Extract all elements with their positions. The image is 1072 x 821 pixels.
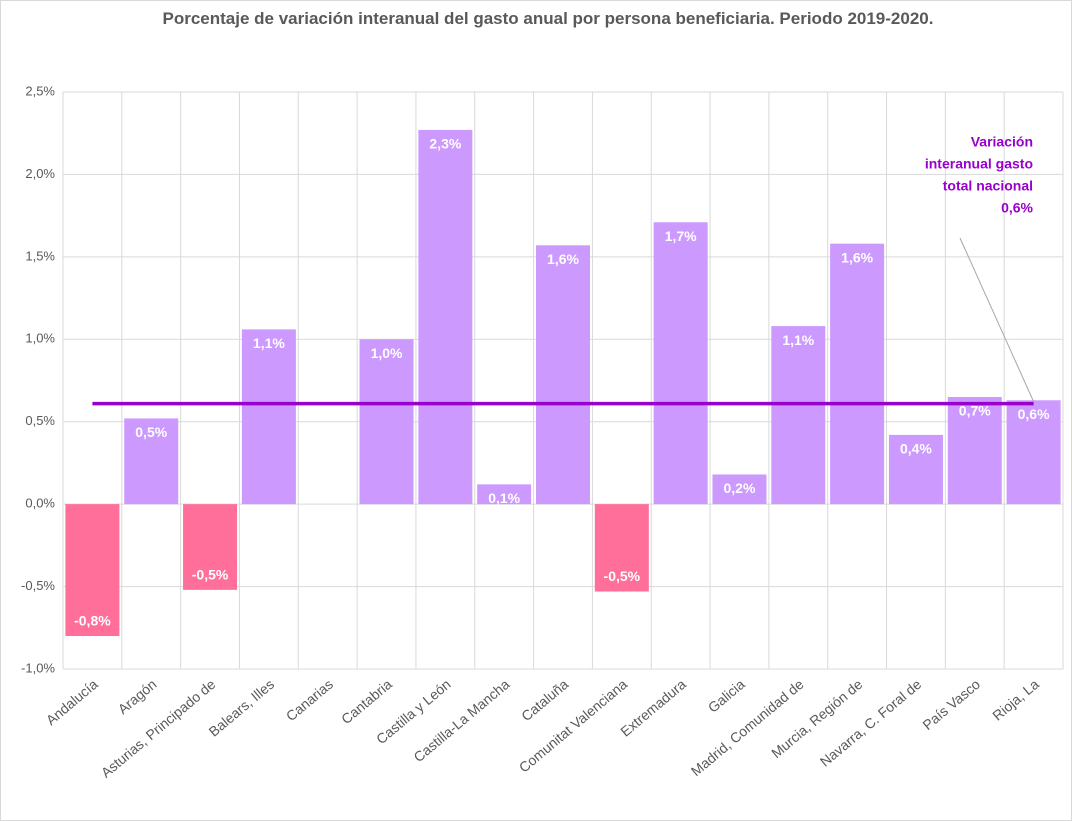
x-tick-label: Rioja, La — [989, 676, 1042, 724]
x-tick-label: Aragón — [115, 676, 160, 717]
bar — [241, 329, 296, 505]
bar — [183, 504, 238, 590]
bar — [653, 222, 708, 505]
reference-annotation: total nacional — [943, 178, 1033, 194]
y-tick-label: 0,5% — [25, 413, 55, 428]
x-tick-label-group: Andalucía — [43, 676, 101, 728]
data-label: 1,1% — [253, 335, 285, 351]
x-tick-label: Extremadura — [617, 676, 689, 740]
data-label: 1,6% — [547, 251, 579, 267]
x-tick-label: Andalucía — [43, 676, 101, 728]
x-tick-label: País Vasco — [919, 676, 983, 733]
bar — [947, 396, 1002, 505]
reference-annotation: Variación — [971, 134, 1033, 150]
x-tick-label-group: Navarra, C. Foral de — [817, 676, 925, 770]
x-tick-label-group: Comunitat Valenciana — [516, 676, 631, 776]
y-tick-label: 1,0% — [25, 331, 55, 346]
y-tick-label: -1,0% — [21, 660, 55, 675]
x-tick-label: Castilla-La Mancha — [410, 676, 512, 765]
bar — [830, 243, 885, 505]
bar — [477, 484, 532, 505]
x-tick-label-group: País Vasco — [919, 676, 983, 733]
bar — [536, 245, 590, 505]
x-tick-label-group: Galicia — [705, 676, 748, 716]
x-tick-label: Navarra, C. Foral de — [817, 676, 925, 770]
data-label: 0,4% — [900, 441, 932, 457]
bar — [712, 474, 767, 505]
x-tick-label: Comunitat Valenciana — [516, 676, 631, 776]
x-tick-label: Canarias — [283, 676, 336, 724]
x-tick-label: Balears, Illes — [206, 676, 278, 740]
bar — [594, 504, 649, 592]
x-tick-label: Cataluña — [518, 676, 571, 724]
data-label: 1,7% — [665, 228, 697, 244]
y-tick-label: 0,0% — [25, 496, 55, 511]
data-label: 0,5% — [135, 424, 167, 440]
x-tick-label-group: Cataluña — [518, 676, 571, 724]
x-tick-label-group: Asturias, Principado de — [98, 676, 219, 781]
bar — [65, 504, 120, 637]
bar — [888, 434, 943, 505]
bar — [771, 326, 826, 505]
x-tick-label-group: Madrid, Comunidad de — [688, 676, 807, 779]
bar — [1006, 400, 1061, 505]
x-tick-label: Galicia — [705, 676, 748, 716]
data-label: 0,1% — [488, 490, 520, 506]
chart-title: Porcentaje de variación interanual del g… — [162, 9, 934, 28]
x-tick-label-group: Canarias — [283, 676, 336, 724]
reference-annotation: interanual gasto — [925, 156, 1033, 172]
y-tick-label: 2,0% — [25, 166, 55, 181]
data-label: 0,7% — [959, 403, 991, 419]
y-tick-label: -0,5% — [21, 578, 55, 593]
x-tick-label: Asturias, Principado de — [98, 676, 219, 781]
x-tick-label-group: Cantabria — [338, 676, 395, 727]
x-tick-label-group: Balears, Illes — [206, 676, 278, 740]
data-label: 1,1% — [782, 332, 814, 348]
data-label: -0,5% — [192, 567, 229, 583]
x-tick-label: Madrid, Comunidad de — [688, 676, 807, 779]
y-tick-label: 2,5% — [25, 83, 55, 98]
x-tick-label-group: Rioja, La — [989, 676, 1042, 724]
data-label: 1,0% — [371, 345, 403, 361]
reference-annotation: 0,6% — [1001, 200, 1033, 216]
data-label: 0,6% — [1018, 406, 1050, 422]
y-tick-label: 1,5% — [25, 248, 55, 263]
x-tick-label-group: Castilla-La Mancha — [410, 676, 512, 765]
x-tick-label-group: Aragón — [115, 676, 160, 717]
x-tick-label-group: Extremadura — [617, 676, 689, 740]
leader-line — [959, 237, 1035, 402]
data-label: -0,5% — [604, 568, 641, 584]
data-label: 2,3% — [429, 136, 461, 152]
data-label: 0,2% — [724, 480, 756, 496]
bar — [418, 129, 473, 505]
x-tick-label: Cantabria — [338, 676, 395, 727]
bar — [359, 339, 414, 505]
data-label: -0,8% — [74, 613, 111, 629]
bar — [124, 418, 179, 505]
data-label: 1,6% — [841, 249, 873, 265]
